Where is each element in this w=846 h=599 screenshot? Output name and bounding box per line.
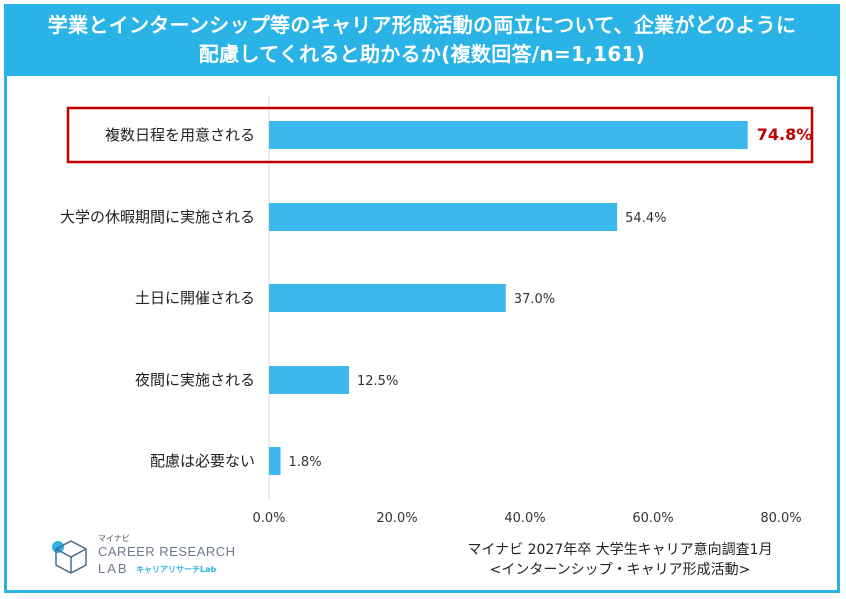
logo-line-2: LAB xyxy=(98,561,129,576)
data-label: 12.5% xyxy=(357,374,398,389)
bar xyxy=(269,447,281,475)
logo-subtitle: キャリアリサーチLab xyxy=(136,565,217,574)
x-tick-label: 0.0% xyxy=(252,511,285,526)
data-label: 74.8% xyxy=(757,125,813,144)
career-research-lab-logo: マイナビ CAREER RESEARCH LAB キャリアリサーチLab xyxy=(50,533,250,583)
logo-line-1: CAREER RESEARCH xyxy=(98,544,236,559)
category-label: 複数日程を用意される xyxy=(105,126,255,144)
category-label: 夜間に実施される xyxy=(135,371,255,389)
bar xyxy=(269,121,748,149)
title-bar: 学業とインターンシップ等のキャリア形成活動の両立について、企業がどのように 配慮… xyxy=(4,4,840,76)
logo-brand: マイナビ xyxy=(98,534,130,543)
category-label: 配慮は必要ない xyxy=(150,452,255,470)
cube-logo-icon xyxy=(52,540,87,574)
source-note: マイナビ 2027年卒 大学生キャリア意向調査1月 <インターンシップ・キャリア… xyxy=(430,540,810,580)
data-label: 54.4% xyxy=(625,211,666,226)
x-tick-label: 80.0% xyxy=(760,511,801,526)
x-tick-label: 60.0% xyxy=(632,511,673,526)
category-label: 大学の休暇期間に実施される xyxy=(60,208,255,226)
chart-title-line-2: 配慮してくれると助かるか(複数回答/n=1,161) xyxy=(198,42,646,66)
bar xyxy=(269,203,618,231)
source-line-2: <インターンシップ・キャリア形成活動> xyxy=(489,562,751,578)
bar xyxy=(269,366,349,394)
data-label: 1.8% xyxy=(289,455,322,470)
highlight-box xyxy=(66,106,814,164)
chart-title-line-1: 学業とインターンシップ等のキャリア形成活動の両立について、企業がどのように xyxy=(47,13,797,37)
source-line-1: マイナビ 2027年卒 大学生キャリア意向調査1月 xyxy=(467,542,773,558)
x-tick-label: 40.0% xyxy=(504,511,545,526)
bar xyxy=(269,284,506,312)
x-tick-label: 20.0% xyxy=(376,511,417,526)
data-label: 37.0% xyxy=(514,292,555,307)
category-label: 土日に開催される xyxy=(135,289,255,307)
